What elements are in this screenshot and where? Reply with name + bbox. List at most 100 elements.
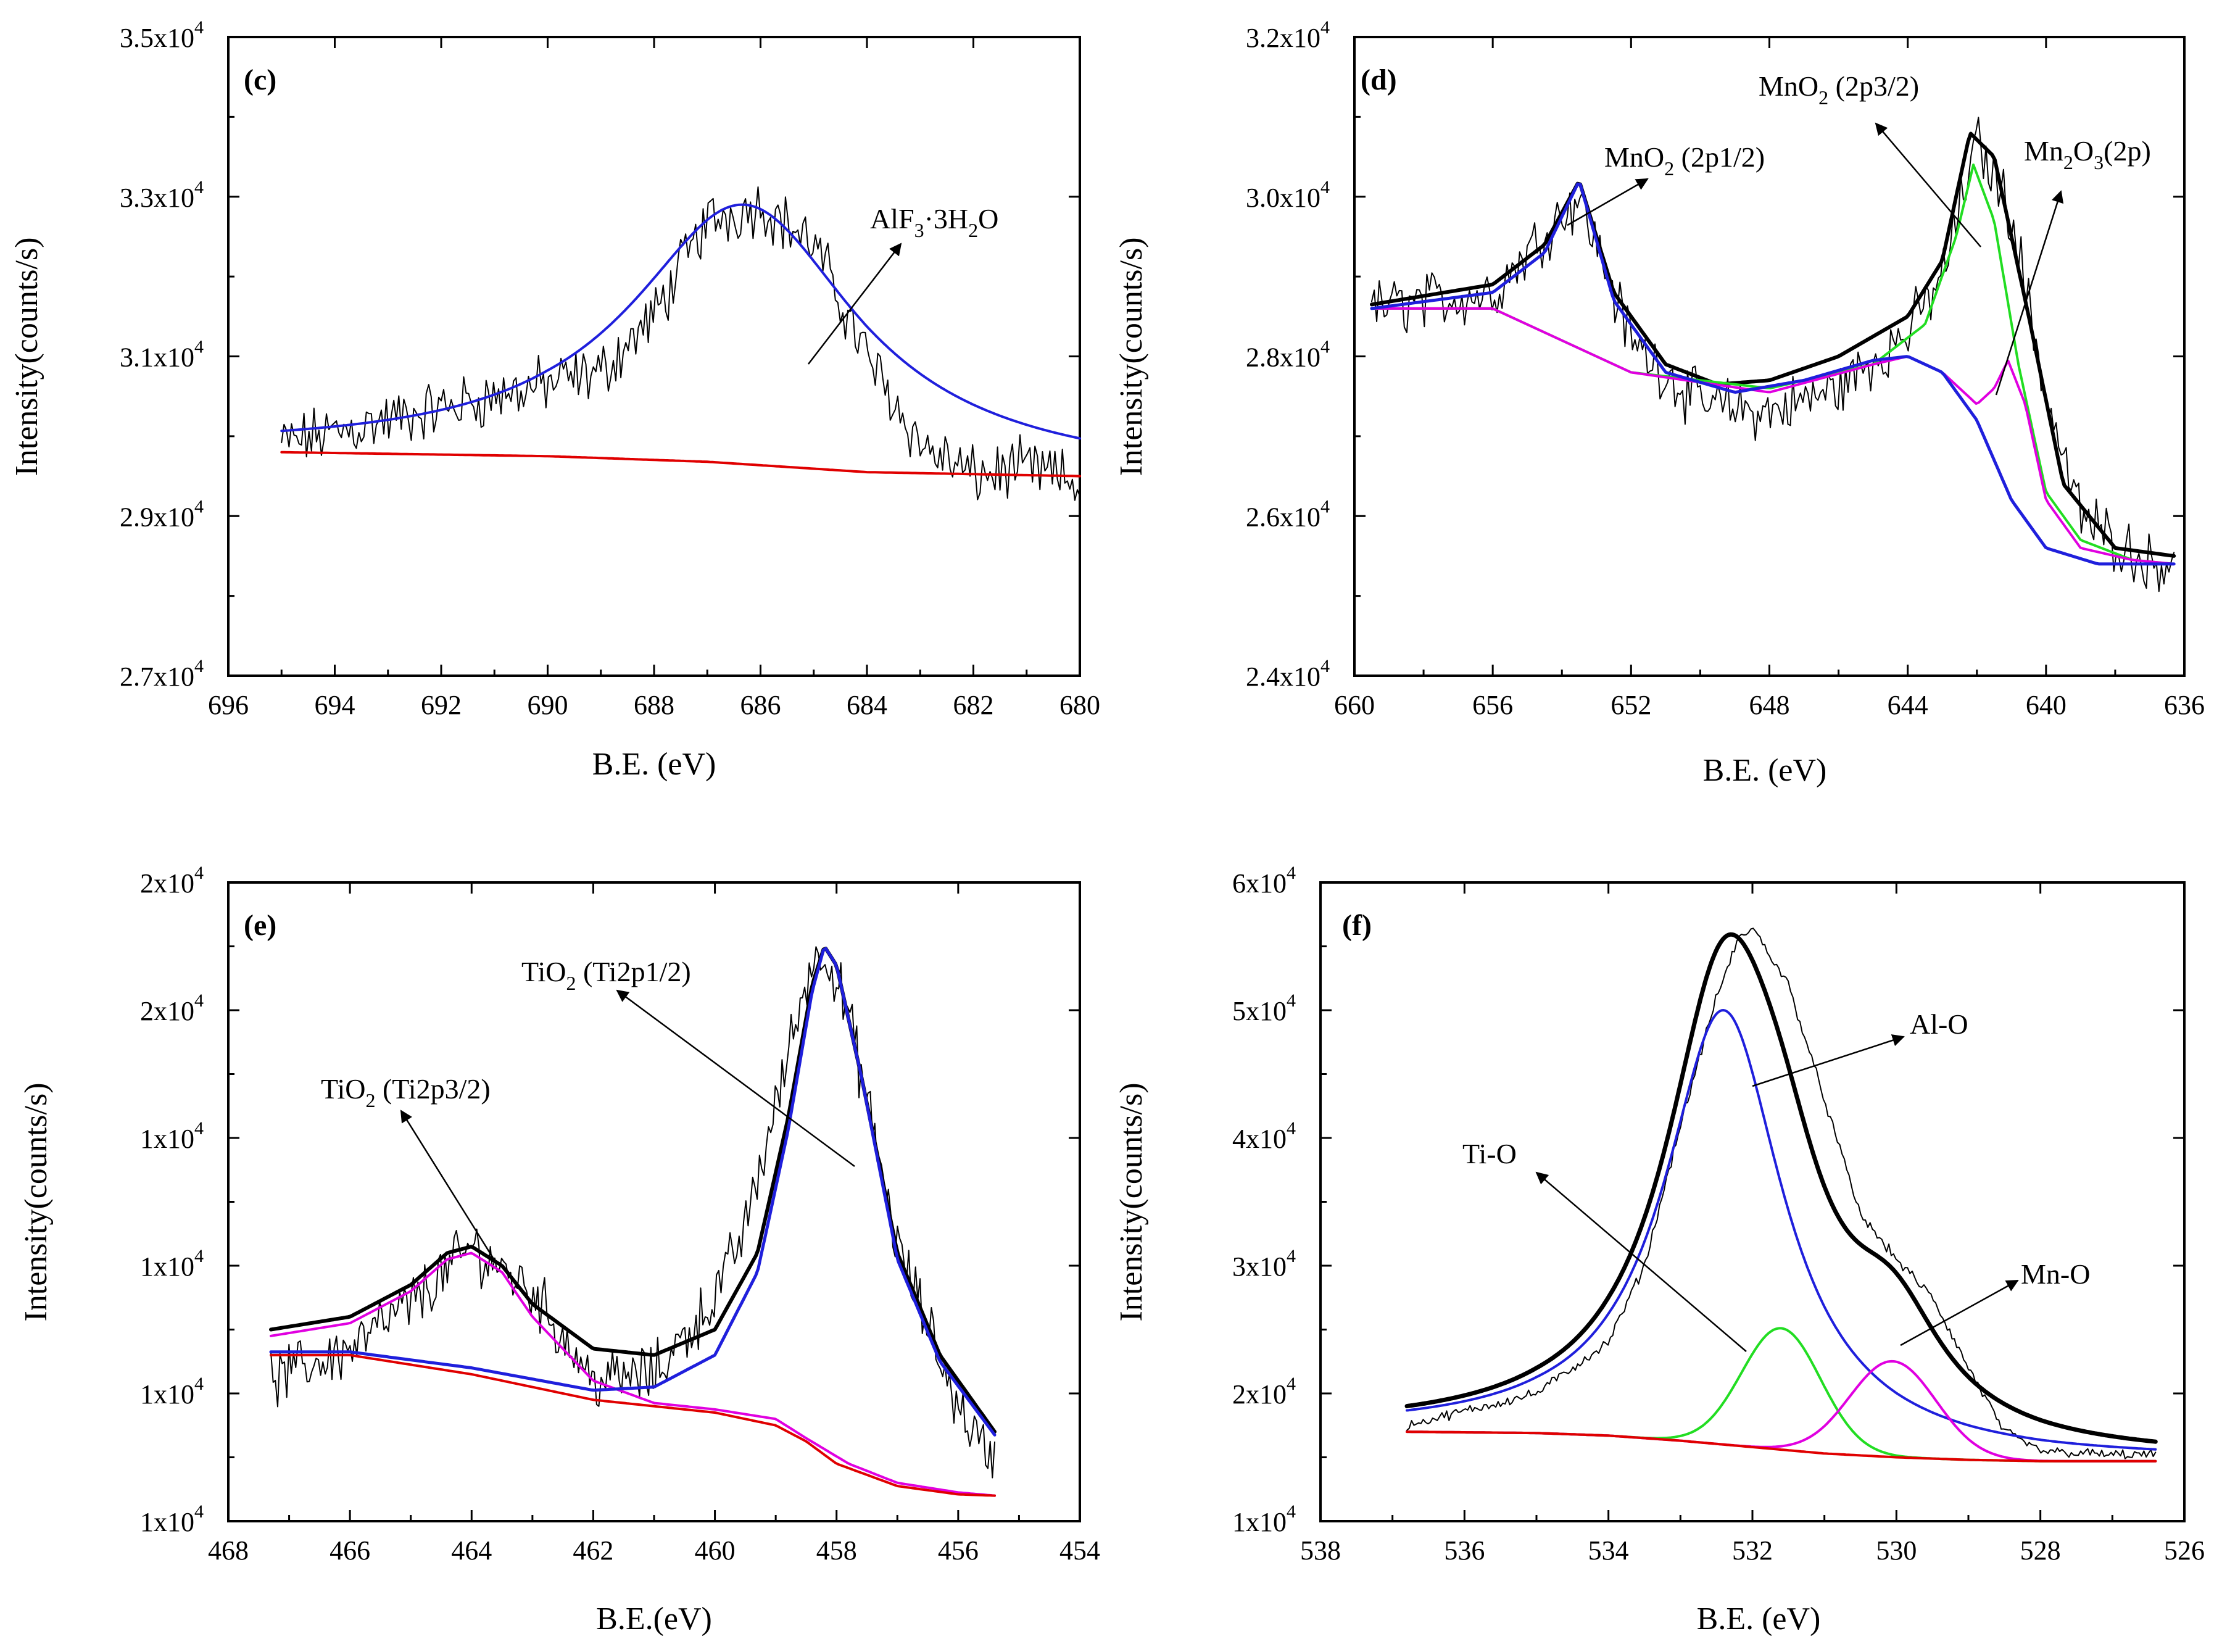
y-axis-label: Intensity(counts/s) — [9, 237, 44, 476]
panel-label: (d) — [1361, 64, 1397, 96]
y-axis-label: Intensity(counts/s) — [1114, 237, 1149, 476]
y-tick-label: 1x104 — [140, 1374, 204, 1409]
series-al-o — [1406, 1009, 2157, 1451]
x-tick-label: 656 — [1472, 690, 1513, 720]
x-tick-label: 454 — [1059, 1535, 1100, 1566]
panel-label: (f) — [1342, 909, 1372, 942]
x-tick-label: 696 — [208, 690, 249, 720]
x-tick-label: 460 — [695, 1535, 736, 1566]
x-tick-label: 528 — [2020, 1535, 2061, 1566]
x-tick-label: 526 — [2164, 1535, 2205, 1566]
x-tick-label: 694 — [315, 690, 355, 720]
x-tick-label: 530 — [1876, 1535, 1917, 1566]
series-ti2p3-2-fit — [270, 1251, 996, 1497]
annotation-mn2o3-2p: Mn2O3(2p) — [1995, 135, 2151, 396]
x-tick-label: 690 — [528, 690, 568, 720]
x-tick-label: 534 — [1588, 1535, 1629, 1566]
annotation-al-o: Al-O — [1752, 1008, 1968, 1087]
panel-label: (c) — [244, 64, 276, 96]
panel-c: (c) 696 694 692 690 688 686 684 682 680 2.7x104 2.… — [9, 17, 1100, 782]
y-axis-label: Intensity(counts/s) — [1114, 1082, 1149, 1321]
x-tick-label: 468 — [208, 1535, 249, 1566]
axis-ticks: 696 694 692 690 688 686 684 682 680 2.7x104 2.9x10… — [120, 17, 1100, 720]
curves — [280, 186, 1081, 501]
series-background — [280, 450, 1081, 478]
svg-text:TiO2 (Ti2p1/2): TiO2 (Ti2p1/2) — [521, 956, 691, 994]
series-fit — [280, 203, 1081, 440]
y-tick-label: 3.5x104 — [120, 17, 204, 53]
y-tick-label: 4x104 — [1232, 1118, 1296, 1154]
series-ti2p1-2-fit — [269, 947, 997, 1437]
x-tick-label: 466 — [330, 1535, 370, 1566]
series-envelope — [1370, 131, 2176, 558]
y-tick-label: 1x104 — [140, 1118, 204, 1154]
annotation-mno2-2p12: MnO2 (2p1/2) — [1567, 141, 1765, 226]
x-tick-label: 644 — [1888, 690, 1928, 720]
x-tick-label: 640 — [2026, 690, 2067, 720]
x-tick-label: 688 — [634, 690, 674, 720]
y-tick-label: 3.0x104 — [1246, 177, 1330, 213]
svg-text:Mn-O: Mn-O — [2021, 1258, 2090, 1290]
x-tick-label: 680 — [1059, 690, 1100, 720]
y-tick-label: 1x104 — [140, 1501, 204, 1537]
x-tick-label: 686 — [740, 690, 781, 720]
plot-frame — [227, 36, 1081, 677]
x-tick-label: 684 — [847, 690, 887, 720]
x-tick-label: 464 — [451, 1535, 492, 1566]
series-background — [270, 1353, 996, 1497]
x-tick-label: 648 — [1749, 690, 1790, 720]
axis-ticks: 660 656 652 648 644 640 636 2.4x104 2.6x104 2.8x1… — [1246, 17, 2205, 720]
x-axis-label: B.E. (eV) — [1697, 1601, 1821, 1637]
series-mno2-2p3-2 — [1370, 164, 2176, 565]
x-tick-label: 532 — [1732, 1535, 1773, 1566]
panel-d: (d) 660 656 652 648 644 640 636 2.4x104 2.6x104 2… — [1114, 17, 2205, 788]
svg-text:MnO2 (2p3/2): MnO2 (2p3/2) — [1759, 70, 1919, 109]
y-tick-label: 2.8x104 — [1246, 337, 1330, 373]
y-tick-label: 1x104 — [140, 1246, 204, 1282]
annotation-mn-o: Mn-O — [1900, 1258, 2090, 1347]
annotation-alf3-text: AlF3·3H2O — [870, 203, 998, 241]
y-tick-label: 5x104 — [1232, 990, 1296, 1026]
y-tick-label: 2x104 — [1232, 1374, 1296, 1409]
svg-text:MnO2 (2p1/2): MnO2 (2p1/2) — [1604, 141, 1765, 180]
series-raw — [270, 946, 995, 1479]
y-tick-label: 2x104 — [140, 863, 204, 899]
y-tick-label: 6x104 — [1232, 863, 1296, 899]
y-axis-label: Intensity(counts/s) — [19, 1082, 54, 1321]
x-tick-label: 536 — [1444, 1535, 1485, 1566]
panel-e: (e) 468 466 464 462 460 458 456 454 1x104 1x104 1x… — [19, 863, 1100, 1637]
x-tick-label: 660 — [1334, 690, 1375, 720]
curves — [269, 946, 997, 1497]
series-mn2o3-2p — [1370, 307, 2176, 565]
y-tick-label: 3x104 — [1232, 1246, 1296, 1282]
x-tick-label: 652 — [1611, 690, 1651, 720]
x-axis-label: B.E.(eV) — [596, 1601, 712, 1637]
series-raw — [1406, 928, 2157, 1459]
svg-text:Ti-O: Ti-O — [1462, 1138, 1517, 1169]
axis-ticks: 538 536 534 532 530 528 526 1x104 2x104 3x104 4x10… — [1232, 863, 2205, 1566]
x-tick-label: 682 — [953, 690, 994, 720]
svg-text:Mn2O3(2p): Mn2O3(2p) — [2024, 135, 2151, 173]
y-tick-label: 3.1x104 — [120, 337, 204, 373]
series-background — [1406, 1430, 2157, 1463]
y-tick-label: 3.3x104 — [120, 177, 204, 213]
x-tick-label: 456 — [938, 1535, 979, 1566]
y-tick-label: 2.4x104 — [1246, 656, 1330, 692]
curves — [1404, 928, 2158, 1463]
x-axis-label: B.E. (eV) — [1703, 753, 1827, 788]
panel-label: (e) — [244, 909, 276, 942]
y-tick-label: 3.2x104 — [1246, 17, 1330, 53]
x-tick-label: 458 — [816, 1535, 857, 1566]
x-tick-label: 636 — [2164, 690, 2205, 720]
annotation-mno2-2p32: MnO2 (2p3/2) — [1759, 70, 1981, 247]
annotation-alf3: AlF3·3H2O — [808, 203, 998, 365]
curves — [1370, 117, 2176, 592]
y-tick-label: 1x104 — [1232, 1501, 1296, 1537]
series-envelope — [1404, 932, 2158, 1444]
x-tick-label: 692 — [421, 690, 462, 720]
annotation-tio2-ti2p12: TiO2 (Ti2p1/2) — [521, 956, 855, 1168]
plot-frame — [1353, 36, 2186, 677]
series-raw — [281, 186, 1080, 501]
series-mno2-2p1-2 — [1370, 182, 2176, 566]
